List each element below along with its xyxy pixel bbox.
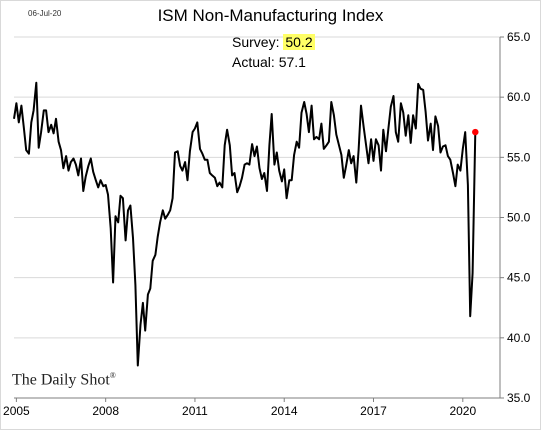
x-tick-label: 2020 xyxy=(449,404,476,418)
brand-mark: ® xyxy=(109,371,116,380)
y-tick-label: 45.0 xyxy=(507,271,531,285)
actual-label: Actual: xyxy=(232,54,275,70)
y-tick-label: 60.0 xyxy=(507,90,531,104)
y-tick-label: 65.0 xyxy=(507,30,531,44)
date-label: 06-Jul-20 xyxy=(28,9,62,18)
x-tick-label: 2017 xyxy=(360,404,387,418)
survey-value: 50.2 xyxy=(283,34,315,50)
gridlines xyxy=(14,36,500,339)
latest-value-marker xyxy=(472,128,479,136)
y-tick-label: 40.0 xyxy=(507,331,531,345)
survey-annotation: Survey: 50.2 xyxy=(232,34,315,50)
x-axis-ticks: 2005 2008 2011 2014 2017 2020 xyxy=(3,398,476,418)
survey-label: Survey: xyxy=(232,34,280,50)
brand-name: The Daily Shot xyxy=(12,371,110,389)
y-tick-label: 35.0 xyxy=(507,391,531,405)
y-tick-label: 50.0 xyxy=(507,211,531,225)
actual-annotation: Actual: 57.1 xyxy=(232,54,306,70)
series-line xyxy=(13,81,477,367)
y-axis-ticks: 35.0 40.0 45.0 50.0 55.0 60.0 65.0 xyxy=(500,30,531,405)
chart-title: ISM Non-Manufacturing Index xyxy=(157,6,384,25)
y-tick-label: 55.0 xyxy=(507,150,531,164)
series-plot xyxy=(13,81,479,367)
brand-logo: The Daily Shot® xyxy=(12,371,116,389)
x-tick-label: 2011 xyxy=(182,404,208,418)
x-tick-label: 2005 xyxy=(3,404,30,418)
actual-value: 57.1 xyxy=(278,54,306,70)
x-tick-label: 2008 xyxy=(92,404,119,418)
x-tick-label: 2014 xyxy=(271,404,298,418)
